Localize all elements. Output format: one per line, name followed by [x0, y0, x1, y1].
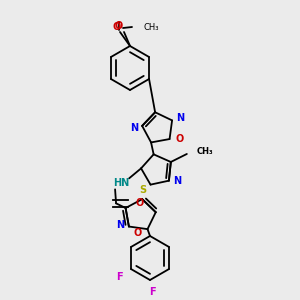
Text: N: N	[130, 123, 138, 133]
Text: HN: HN	[113, 178, 129, 188]
Text: S: S	[139, 184, 146, 195]
Text: O: O	[176, 134, 184, 144]
Text: O: O	[134, 228, 142, 238]
Text: N: N	[116, 220, 124, 230]
Text: O: O	[115, 21, 123, 31]
Text: N: N	[176, 113, 184, 123]
Text: F: F	[149, 287, 155, 297]
Text: O: O	[113, 22, 121, 32]
Text: CH₃: CH₃	[197, 148, 214, 157]
Text: N: N	[173, 176, 181, 186]
Text: O: O	[136, 198, 144, 208]
Text: F: F	[116, 272, 122, 282]
Text: CH₃: CH₃	[144, 22, 160, 32]
